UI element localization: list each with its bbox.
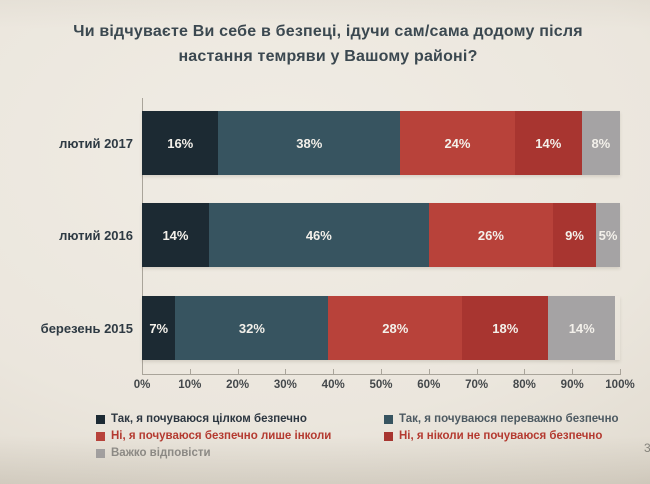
stacked-bar: 14% 46% 26% 9% 5% — [142, 203, 620, 267]
bar-segment: 26% — [428, 203, 554, 267]
x-axis-tick-label: 70% — [465, 379, 489, 391]
chart-row: лютий 2016 14% 46% 26% 9% 5% — [0, 203, 650, 267]
legend-swatch-icon — [96, 415, 105, 424]
bar-segment: 14% — [514, 111, 582, 175]
x-axis-tick-label: 30% — [273, 379, 297, 391]
x-axis-tick — [428, 369, 430, 374]
segment-value-label: 38% — [296, 135, 323, 151]
x-axis-tick-label: 40% — [321, 379, 345, 391]
category-label: лютий 2017 — [59, 135, 133, 151]
bar-segment: 18% — [462, 296, 549, 360]
legend-label: Так, я почуваюся переважно безпечно — [399, 413, 619, 425]
x-axis-tick — [237, 369, 239, 374]
category-label: березень 2015 — [40, 320, 133, 336]
x-axis-tick-label: 10% — [178, 379, 202, 391]
category-label: лютий 2016 — [59, 227, 133, 243]
legend-label: Ні, я ніколи не почуваюся безпечно — [399, 430, 603, 442]
x-axis-tick — [476, 369, 478, 374]
segment-value-label: 14% — [568, 320, 595, 336]
legend-item: Важко відповісти — [96, 446, 368, 461]
legend-swatch-icon — [96, 449, 105, 458]
x-axis-tick — [572, 369, 574, 374]
segment-value-label: 18% — [492, 320, 519, 336]
chart-title: Чи відчуваєте Ви себе в безпеці, ідучи с… — [73, 23, 583, 65]
bar-segment: 5% — [596, 203, 620, 267]
segment-value-label: 7% — [149, 320, 169, 336]
bar-segment: 32% — [175, 296, 329, 360]
x-axis-tick — [189, 369, 191, 374]
segment-value-label: 8% — [591, 135, 611, 151]
chart-row: лютий 2017 16% 38% 24% 14% 8% — [0, 111, 650, 175]
segment-value-label: 46% — [305, 227, 332, 243]
bar-segment: 46% — [208, 203, 429, 267]
stacked-bar: 16% 38% 24% 14% 8% — [142, 111, 620, 175]
bar-segment: 38% — [218, 111, 401, 175]
stacked-bar: 7% 32% 28% 18% 14% — [142, 296, 620, 360]
legend-item: Так, я почуваюся переважно безпечно — [384, 412, 634, 427]
segment-value-label: 26% — [477, 227, 504, 243]
legend-item: Ні, я ніколи не почуваюся безпечно — [384, 429, 634, 444]
segment-value-label: 28% — [382, 320, 409, 336]
x-axis-tick-label: 100% — [605, 379, 635, 391]
bar-segment: 8% — [581, 111, 620, 175]
chart-row: березень 2015 7% 32% 28% 18% 14% — [0, 296, 650, 360]
legend: Так, я почуваюся цілком безпечно Так, я п… — [96, 412, 634, 461]
x-axis-tick — [381, 369, 382, 374]
page-number: 3 — [644, 441, 650, 455]
bar-segment: 7% — [142, 296, 176, 360]
bar-segment: 24% — [400, 111, 515, 175]
x-axis-tick-label: 0% — [133, 379, 151, 391]
bar-segment: 14% — [548, 296, 616, 360]
bar-segment: 14% — [142, 203, 209, 267]
legend-item: Так, я почуваюся цілком безпечно — [96, 412, 368, 427]
bar-segment: 28% — [328, 296, 463, 360]
legend-label: Ні, я почуваюся безпечно лише інколи — [111, 430, 332, 442]
x-axis-tick — [524, 369, 526, 374]
x-axis-tick — [285, 369, 287, 374]
legend-label: Так, я почуваюся цілком безпечно — [111, 413, 307, 425]
legend-swatch-icon — [96, 432, 105, 441]
segment-value-label: 16% — [167, 135, 194, 151]
x-axis-tick-label: 20% — [226, 379, 250, 391]
x-axis-tick — [142, 369, 143, 374]
x-axis-tick-label: 50% — [369, 379, 393, 391]
x-axis-tick — [620, 369, 621, 374]
bar-segment: 9% — [553, 203, 597, 267]
legend-swatch-icon — [384, 415, 393, 424]
segment-value-label: 14% — [162, 227, 189, 243]
x-axis-line — [142, 374, 621, 375]
bar-segment: 16% — [142, 111, 219, 175]
x-axis-tick-label: 80% — [512, 379, 536, 391]
segment-value-label: 5% — [598, 227, 618, 243]
segment-value-label: 14% — [535, 135, 562, 151]
x-axis-tick-label: 90% — [560, 379, 584, 391]
segment-value-label: 24% — [444, 135, 471, 151]
legend-swatch-icon — [384, 432, 393, 441]
legend-label: Важко відповісти — [111, 447, 211, 459]
segment-value-label: 32% — [238, 320, 265, 336]
segment-value-label: 9% — [565, 227, 584, 243]
legend-item: Ні, я почуваюся безпечно лише інколи — [96, 429, 368, 444]
x-axis-tick — [333, 369, 335, 374]
x-axis-tick-label: 60% — [417, 379, 441, 391]
